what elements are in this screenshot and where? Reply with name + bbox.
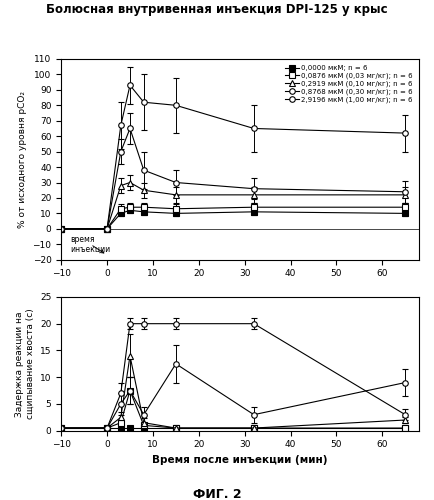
Text: ФИГ. 2: ФИГ. 2 bbox=[193, 488, 241, 500]
Text: время
инъекции: время инъекции bbox=[70, 234, 111, 254]
X-axis label: Время после инъекции (мин): Время после инъекции (мин) bbox=[152, 455, 328, 465]
Legend: 0,0000 мкМ; n = 6, 0,0876 мкМ (0,03 мг/кг); n = 6, 0,2919 мкМ (0,10 мг/кг); n = : 0,0000 мкМ; n = 6, 0,0876 мкМ (0,03 мг/к… bbox=[283, 62, 415, 106]
Y-axis label: Задержка реакции на
сщипывание хвоста (с): Задержка реакции на сщипывание хвоста (с… bbox=[15, 308, 34, 419]
Text: Болюсная внутривенная инъекция DPI-125 у крыс: Болюсная внутривенная инъекция DPI-125 у… bbox=[46, 2, 388, 16]
Y-axis label: % от исходного уровня рСО₂: % от исходного уровня рСО₂ bbox=[18, 91, 27, 228]
